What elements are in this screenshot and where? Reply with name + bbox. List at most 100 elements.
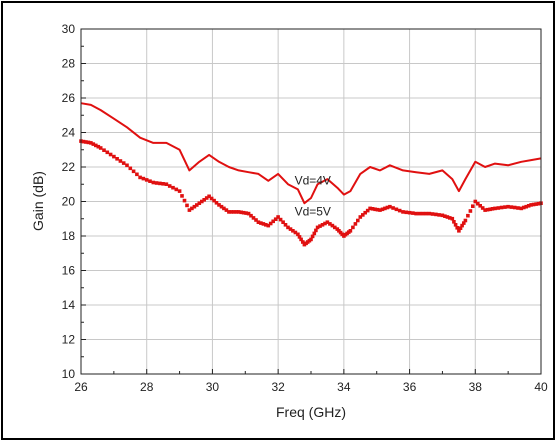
series-vd5-point: [351, 225, 355, 230]
x-tick-label: 36: [403, 380, 417, 394]
series-vd5-point: [234, 210, 239, 214]
series-vd5-point: [200, 199, 204, 204]
series-vd5-point: [320, 223, 325, 227]
series-vd5-point: [268, 221, 273, 226]
series-vd5-point: [453, 223, 458, 227]
series-vd5-point: [288, 227, 293, 231]
series-vd5-point: [94, 143, 98, 148]
series-vd5-point: [86, 140, 91, 145]
series-vd5-point: [411, 211, 415, 215]
series-vd5-point: [209, 196, 214, 201]
series-vd5-point: [524, 204, 528, 209]
series-vd5-point: [471, 204, 475, 208]
series-vd5-point: [397, 208, 402, 213]
series-vd5-point: [312, 231, 317, 236]
series-vd5-point: [536, 201, 541, 206]
series-vd5-point: [239, 210, 243, 215]
x-tick-label: 30: [206, 380, 220, 394]
series-vd5-point: [328, 222, 332, 226]
series-vd5-point: [154, 181, 159, 185]
series-vd5-point: [229, 210, 234, 214]
series-vd5-point: [420, 211, 425, 216]
series-vd5-point: [195, 203, 199, 207]
series-vd5-point: [529, 203, 533, 207]
series-vd5-point: [187, 208, 192, 212]
series-vd5-point: [98, 146, 103, 150]
series-vd5-point: [463, 218, 468, 223]
y-tick-label: 10: [62, 367, 76, 381]
y-axis-label: Gain (dB): [30, 171, 46, 231]
series-vd5-point: [177, 189, 182, 193]
series-vd5-point: [478, 204, 482, 208]
gain-chart: 26 28 30 32 34 36 38 40 1012141618202224262830 …: [30, 22, 548, 420]
series-vd5-point: [91, 142, 96, 146]
series-vd5-point: [105, 150, 110, 155]
series-vd5-point: [330, 223, 335, 228]
series-vd5-point: [254, 218, 258, 222]
series-vd5-point: [293, 230, 298, 235]
y-tick-label: 28: [62, 57, 76, 71]
series-vd5-point: [480, 206, 485, 210]
series-vd5-point: [314, 228, 318, 233]
series-vd5-point: [531, 202, 536, 207]
series-vd5-point: [190, 206, 194, 211]
figure-frame: 26 28 30 32 34 36 38 40 10 12 14 16 18 20 22 24 26 28 30 …: [1, 1, 555, 440]
series-vd5-point: [246, 211, 251, 216]
y-tick-label: 22: [62, 160, 76, 174]
series-vd5-point: [526, 204, 531, 208]
series-vd5-point: [161, 182, 165, 186]
series-vd5-point: [488, 207, 492, 212]
series-vd5-point: [457, 229, 461, 233]
series-vd5-point: [241, 210, 246, 215]
series-vd5-point: [448, 216, 452, 220]
series-vd5-point: [256, 220, 261, 224]
annotation-label: Vd=5V: [295, 204, 331, 218]
series-vd5-point: [466, 213, 470, 218]
y-tick-label: 30: [62, 22, 76, 36]
series-vd5-point: [214, 201, 219, 205]
series-vd5-point: [468, 209, 473, 213]
series-vd5-point: [202, 198, 206, 202]
series-vd5-point: [315, 225, 320, 230]
plot-border: [80, 28, 542, 375]
series-vd5-point: [490, 207, 495, 211]
series-vd5-point: [385, 205, 390, 210]
series-vd5-point: [174, 187, 179, 192]
series-vd5-point: [264, 223, 268, 227]
series-vd5-point: [125, 163, 129, 168]
series-vd5-point: [236, 210, 241, 214]
series-vd5-point: [434, 212, 438, 217]
annotation-label: Vd=4V: [295, 173, 331, 187]
series-vd5-point: [291, 229, 295, 233]
series-vd5-point: [232, 210, 236, 214]
series-vd5-point: [219, 204, 224, 209]
series-vd5-point: [128, 166, 133, 171]
series-vd5-point: [417, 211, 422, 216]
series-vd5-point: [309, 237, 313, 242]
series-vd4-line: [80, 102, 542, 205]
series-vd5-point: [375, 207, 380, 212]
series-vd5-point: [476, 201, 480, 206]
series-vd5-point: [148, 179, 152, 183]
series-vd5-point: [427, 211, 432, 216]
series-vd5-point: [151, 180, 156, 185]
series-vd5-point: [118, 159, 123, 163]
series-vd5-point: [138, 175, 142, 180]
series-vd5-point: [373, 207, 377, 212]
series-vd5-point: [182, 198, 187, 203]
series-vd5-point: [388, 204, 392, 209]
x-tick-label: 40: [534, 380, 548, 394]
y-tick-label: 24: [62, 126, 76, 140]
series-vd5-point: [370, 207, 375, 211]
series-vd5-point: [534, 202, 538, 206]
series-vd5-point: [273, 217, 278, 221]
series-vd5-point: [297, 235, 302, 239]
series-vd5-point: [296, 232, 300, 237]
x-tick-label: 38: [469, 380, 483, 394]
series-vd5-point: [496, 206, 501, 210]
series-vd5-point: [363, 210, 367, 215]
series-vd5-point: [276, 215, 280, 219]
series-vd5-point: [141, 176, 146, 181]
series-vd5-point: [348, 229, 353, 233]
series-vd5-point: [383, 206, 387, 211]
